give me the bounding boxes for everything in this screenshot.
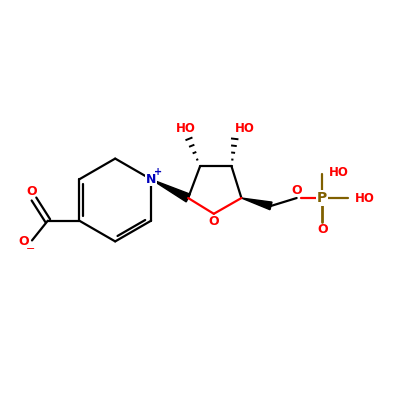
Text: O: O <box>291 184 302 198</box>
Text: O: O <box>18 235 29 248</box>
Text: +: + <box>154 167 162 177</box>
Text: N: N <box>146 173 156 186</box>
Polygon shape <box>151 179 190 202</box>
Text: HO: HO <box>176 122 196 136</box>
Text: O: O <box>27 186 37 198</box>
Polygon shape <box>242 198 272 210</box>
Text: O: O <box>317 223 328 236</box>
Text: O: O <box>208 215 219 228</box>
Text: HO: HO <box>329 166 349 179</box>
Text: HO: HO <box>235 122 254 136</box>
Text: −: − <box>26 244 35 254</box>
Text: HO: HO <box>354 192 374 204</box>
Text: P: P <box>317 191 328 205</box>
